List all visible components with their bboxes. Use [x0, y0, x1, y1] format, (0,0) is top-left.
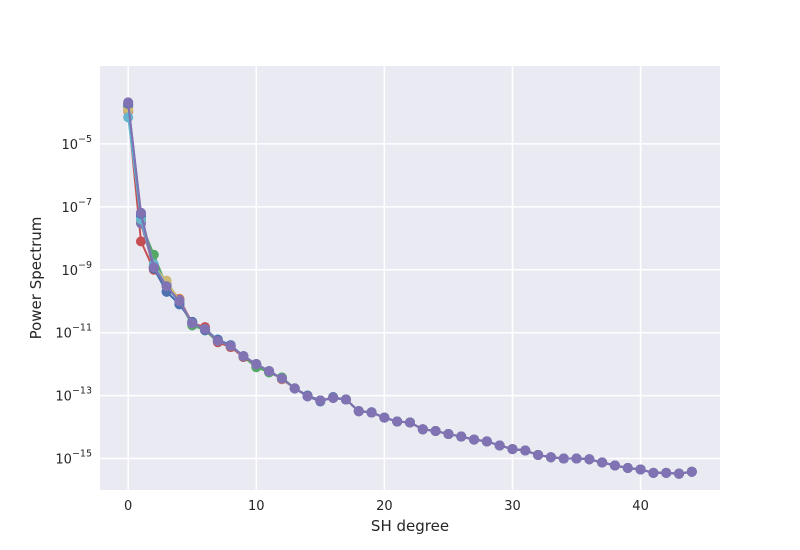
- y-axis-title: Power Spectrum: [27, 217, 45, 340]
- data-point: [225, 340, 236, 351]
- data-point: [392, 416, 403, 427]
- data-point: [545, 452, 556, 463]
- data-point: [648, 467, 659, 478]
- data-point: [379, 412, 390, 423]
- data-point: [661, 467, 672, 478]
- data-series: [123, 97, 697, 479]
- data-point: [135, 236, 146, 247]
- data-point: [558, 453, 569, 464]
- data-point: [238, 351, 249, 362]
- data-point: [456, 431, 467, 442]
- data-point: [571, 453, 582, 464]
- data-point: [353, 406, 364, 417]
- y-tick-label: 10−11: [55, 323, 92, 342]
- x-tick-label: 30: [504, 499, 521, 514]
- data-point: [187, 318, 198, 329]
- data-point: [212, 335, 223, 346]
- x-tick-label: 20: [376, 499, 393, 514]
- data-point: [328, 392, 339, 403]
- data-point: [123, 112, 134, 123]
- data-point: [123, 97, 134, 108]
- data-point: [609, 460, 620, 471]
- x-axis-title: SH degree: [371, 517, 449, 535]
- x-tick-label: 0: [124, 499, 132, 514]
- data-point: [161, 281, 172, 292]
- data-point: [584, 454, 595, 465]
- data-point: [264, 366, 275, 377]
- y-tick-label: 10−5: [61, 134, 92, 153]
- data-point: [200, 324, 211, 335]
- data-point: [340, 394, 351, 405]
- y-tick-label: 10−15: [55, 449, 92, 468]
- data-point: [533, 449, 544, 460]
- data-point: [430, 426, 441, 437]
- data-point: [597, 457, 608, 468]
- data-point: [276, 373, 287, 384]
- data-point: [174, 296, 185, 307]
- data-point: [315, 395, 326, 406]
- series-layer: [123, 97, 697, 479]
- data-point: [674, 468, 685, 479]
- data-point: [289, 383, 300, 394]
- data-point: [481, 436, 492, 447]
- data-point: [507, 444, 518, 455]
- data-point: [622, 463, 633, 474]
- data-point: [405, 417, 415, 428]
- data-point: [520, 445, 531, 456]
- data-point: [635, 464, 646, 475]
- data-point: [148, 262, 159, 273]
- y-tick-label: 10−9: [61, 260, 92, 279]
- tick-labels: 0 10 20 30 40 10−15 10−13 10−11 10−9 10−7 10−5: [55, 134, 648, 514]
- data-point: [494, 440, 505, 451]
- x-tick-label: 40: [632, 499, 649, 514]
- data-point: [135, 207, 146, 218]
- data-point: [302, 391, 313, 402]
- data-point: [469, 434, 480, 445]
- x-tick-label: 10: [248, 499, 265, 514]
- data-point: [443, 429, 454, 440]
- y-tick-label: 10−7: [61, 197, 92, 216]
- data-point: [417, 424, 428, 435]
- data-point: [251, 359, 262, 370]
- data-point: [686, 466, 697, 477]
- data-point: [366, 407, 377, 418]
- y-tick-label: 10−13: [55, 386, 92, 405]
